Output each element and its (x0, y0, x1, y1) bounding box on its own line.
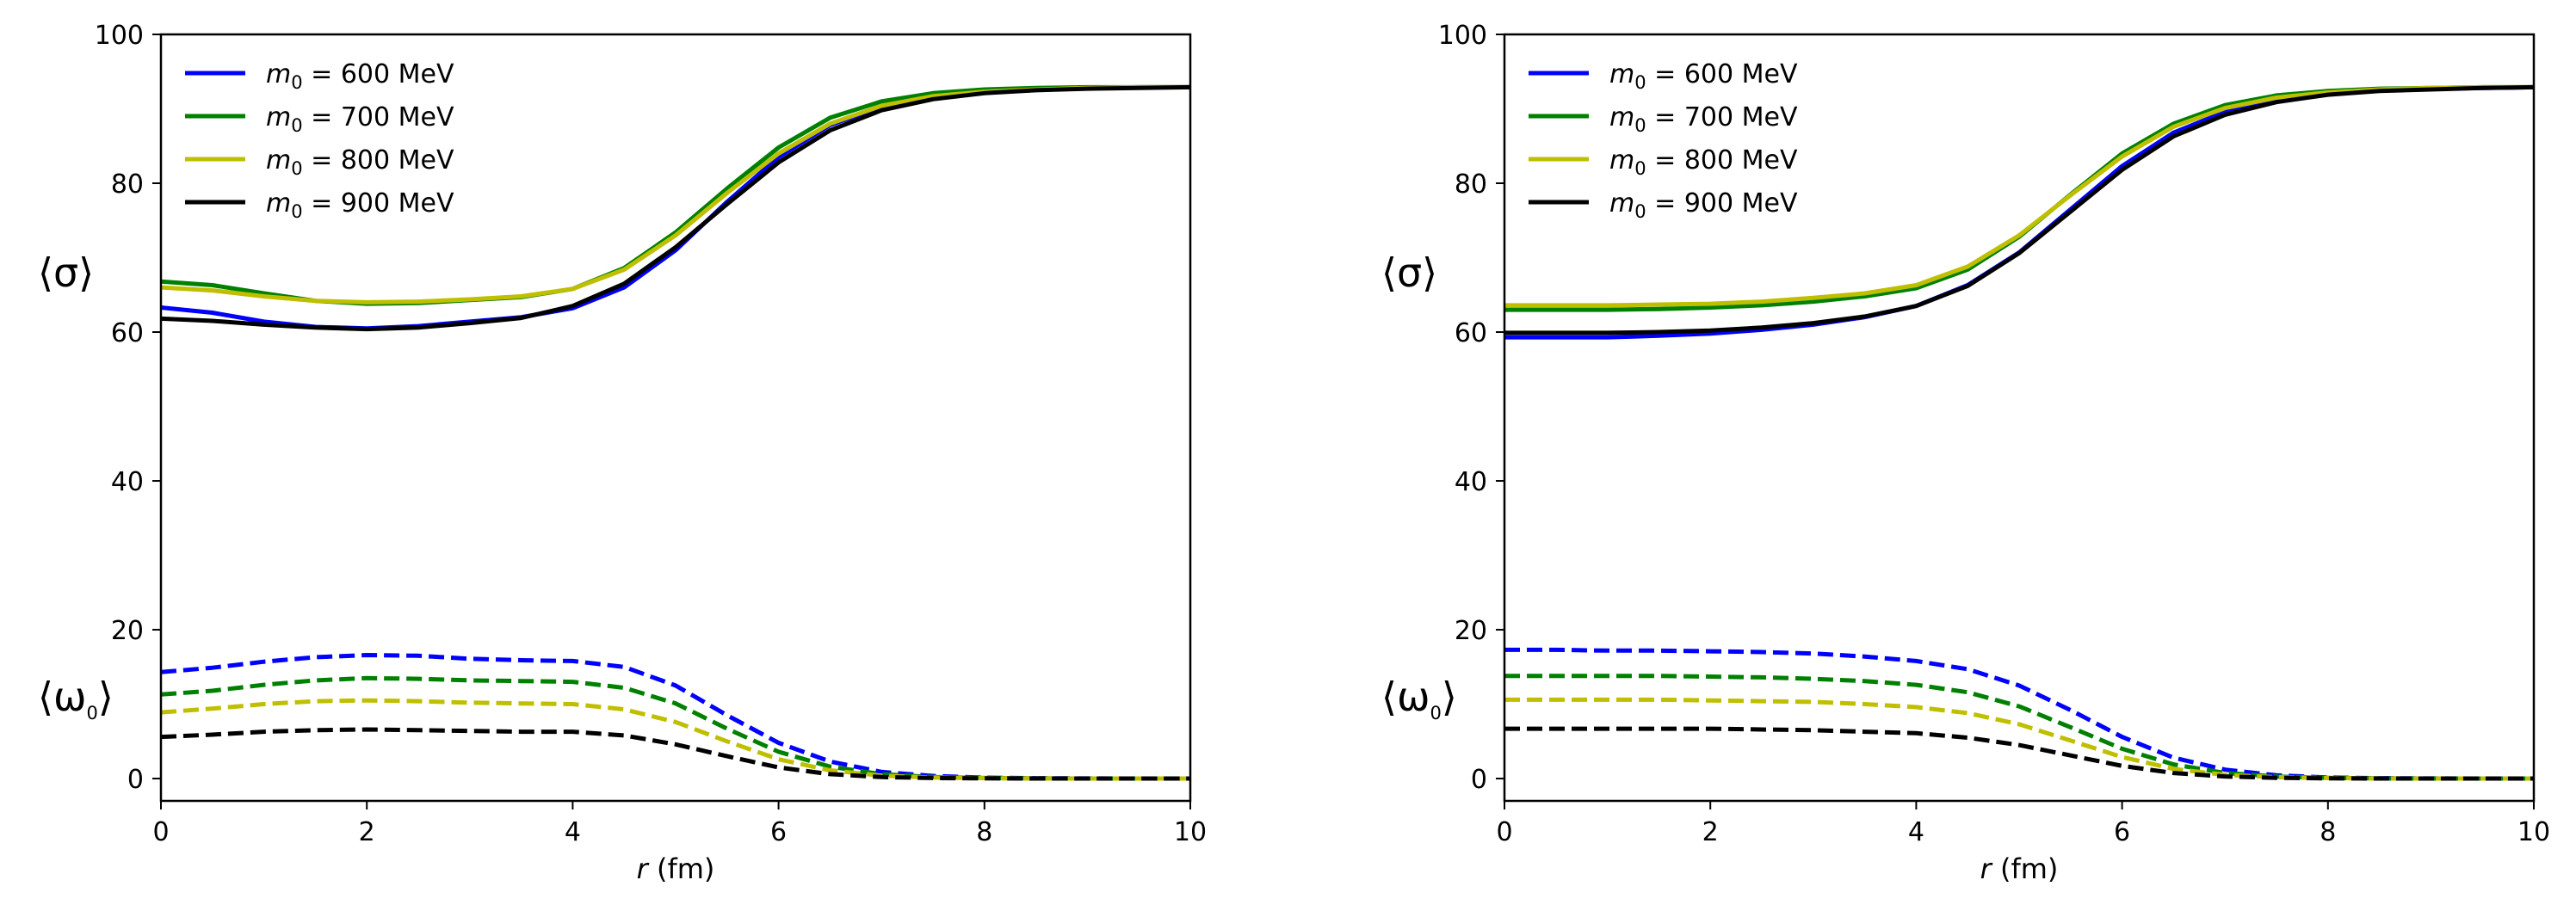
plot-frame (1503, 33, 2536, 803)
omega-axis-label: ⟨ω0⟩ (1381, 674, 1457, 723)
series-line-omega-5 (1504, 674, 2534, 781)
legend: m0 = 600 MeV m0 = 700 MeV m0 = 800 MeV m0 =… (1529, 59, 1798, 222)
y-tick-label: 40 (1455, 467, 1487, 497)
series-line-sigma-3 (161, 84, 1190, 332)
series-group (161, 84, 1190, 781)
legend-label: m0 = 600 MeV (1609, 59, 1798, 93)
omega-axis-label: ⟨ω0⟩ (38, 674, 114, 723)
x-tick-label: 4 (1908, 817, 1924, 847)
legend: m0 = 600 MeV m0 = 700 MeV m0 = 800 MeV m0 =… (185, 59, 454, 222)
series-line-sigma-3 (1504, 84, 2534, 335)
series-line-omega-5 (161, 675, 1190, 781)
legend-label: m0 = 800 MeV (266, 145, 454, 179)
y-tick-label: 80 (1455, 169, 1487, 200)
y-tick-label: 100 (1438, 21, 1487, 51)
x-axis-label: r (fm) (1980, 853, 2059, 885)
y-tick-label: 80 (111, 169, 144, 200)
legend-label: m0 = 700 MeV (266, 102, 454, 136)
series-line-omega-6 (161, 698, 1190, 781)
x-tick-label: 6 (770, 817, 787, 847)
legend-label: m0 = 700 MeV (1609, 102, 1798, 136)
y-tick-label: 40 (111, 467, 144, 497)
plot-frame (159, 33, 1192, 803)
x-tick-label: 0 (152, 817, 169, 847)
legend-label: m0 = 900 MeV (1609, 188, 1798, 222)
y-tick-label: 20 (111, 616, 144, 646)
x-tick-label: 0 (1496, 817, 1512, 847)
y-tick-label: 100 (95, 21, 144, 51)
x-tick-label: 2 (359, 817, 375, 847)
legend-label: m0 = 800 MeV (1609, 145, 1798, 179)
series-group (1504, 84, 2534, 781)
legend-label: m0 = 600 MeV (266, 59, 454, 93)
series-line-omega-6 (1504, 697, 2534, 781)
y-tick-label: 0 (1471, 765, 1487, 795)
x-axis-label: r (fm) (637, 853, 715, 885)
y-tick-label: 60 (111, 318, 144, 348)
y-tick-label: 20 (1455, 616, 1487, 646)
series-line-omega-4 (1504, 647, 2534, 781)
x-tick-label: 8 (976, 817, 992, 847)
y-tick-label: 0 (127, 765, 144, 795)
x-tick-label: 2 (1702, 817, 1719, 847)
x-tick-label: 4 (565, 817, 581, 847)
series-line-omega-4 (161, 653, 1190, 781)
legend-label: m0 = 900 MeV (266, 188, 454, 222)
series-line-omega-7 (1504, 726, 2534, 781)
sigma-axis-label: ⟨σ⟩ (1381, 249, 1437, 296)
y-tick-label: 60 (1455, 318, 1487, 348)
series-line-omega-7 (161, 727, 1190, 781)
x-tick-label: 6 (2114, 817, 2130, 847)
x-tick-label: 8 (2320, 817, 2336, 847)
x-tick-label: 10 (1174, 817, 1207, 847)
x-tick-label: 10 (2517, 817, 2550, 847)
sigma-axis-label: ⟨σ⟩ (38, 249, 94, 296)
